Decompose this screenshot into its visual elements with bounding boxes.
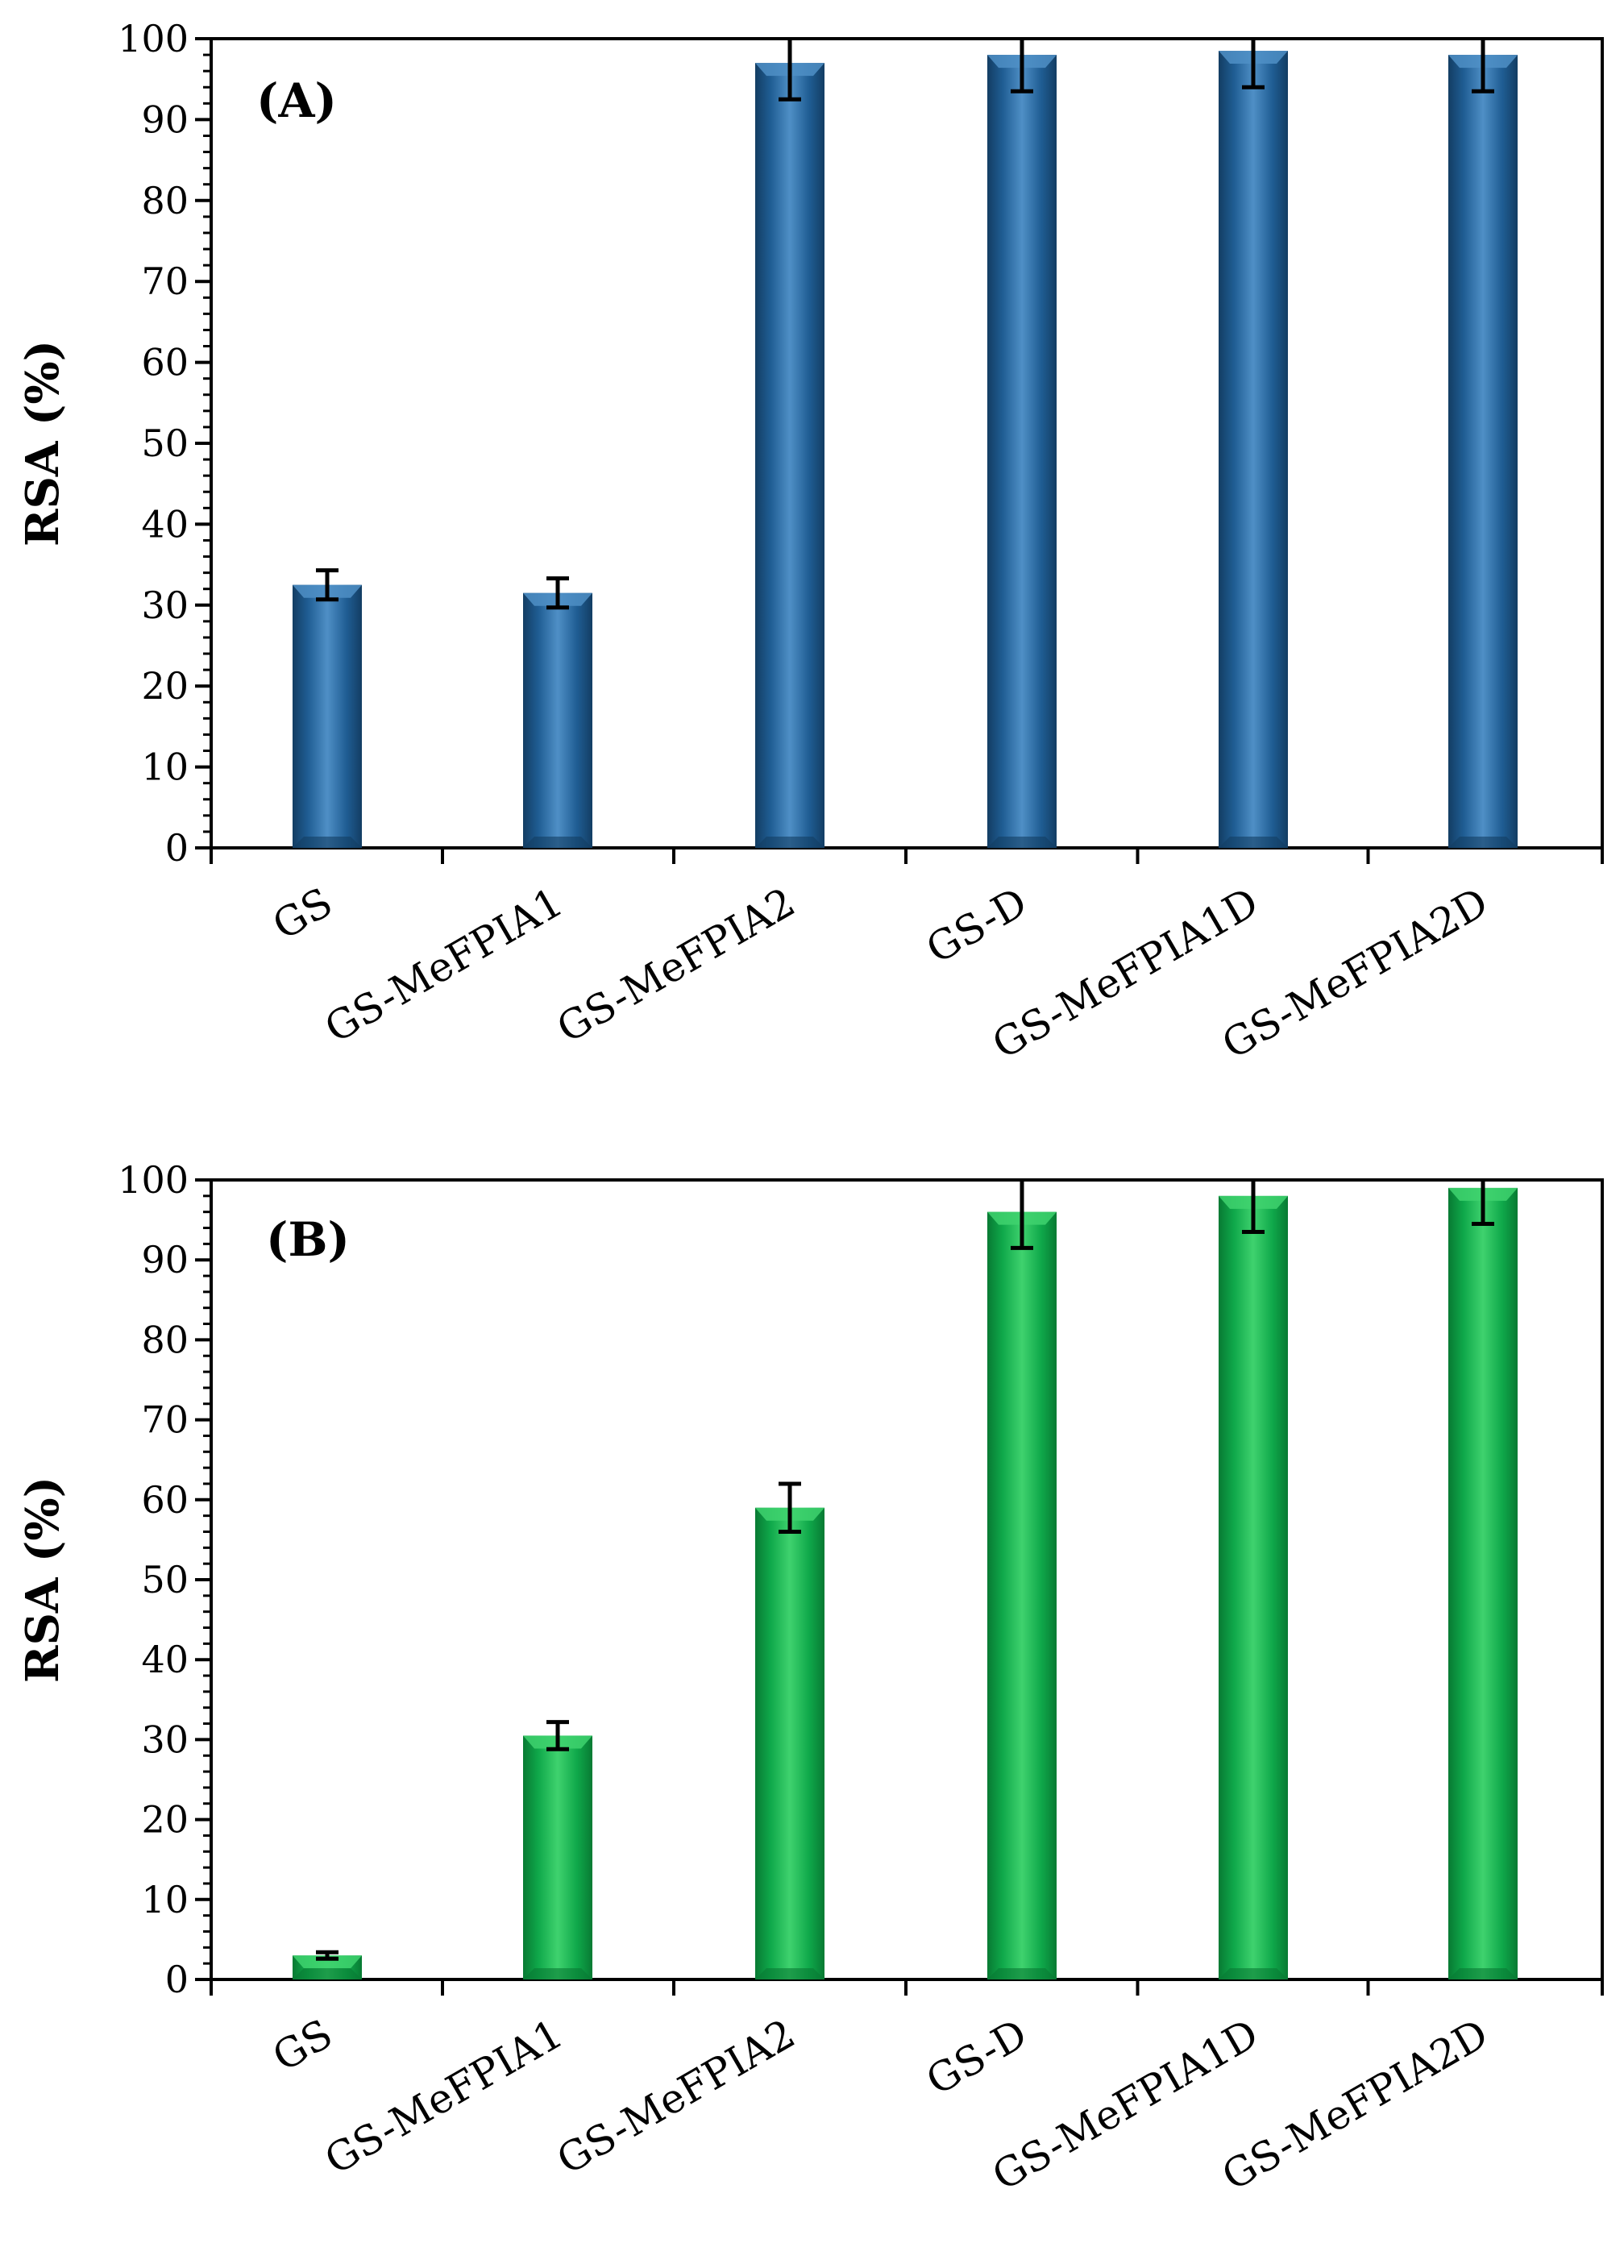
bar bbox=[293, 584, 362, 848]
bar-bottom-bevel bbox=[1219, 1968, 1288, 1979]
bar-bottom-bevel bbox=[755, 837, 824, 848]
x-axis-ticks bbox=[210, 848, 1604, 864]
bar bbox=[1219, 51, 1288, 849]
bar bbox=[1448, 55, 1518, 848]
y-axis-ticks: 0 10 20 30 40 50 60 70 80 90 100 bbox=[118, 17, 211, 870]
y-tick-label: 100 bbox=[118, 17, 189, 60]
y-tick-label: 20 bbox=[141, 664, 189, 708]
plot-frame bbox=[210, 37, 1604, 849]
bar-bottom-bevel bbox=[293, 1968, 362, 1979]
panel-title: (B) bbox=[266, 1212, 350, 1267]
y-tick-label: 20 bbox=[141, 1798, 189, 1842]
bar-bottom-bevel bbox=[1448, 1968, 1518, 1979]
bar-bottom-bevel bbox=[1448, 837, 1518, 848]
y-tick-label: 10 bbox=[141, 746, 189, 789]
bar-bottom-bevel bbox=[987, 1968, 1057, 1979]
bars bbox=[293, 1187, 1518, 1979]
y-tick-label: 70 bbox=[141, 1398, 189, 1442]
y-tick-label: 40 bbox=[141, 502, 189, 546]
y-tick-label: 80 bbox=[141, 1318, 189, 1361]
bar bbox=[755, 1507, 824, 1979]
error-bars bbox=[316, 1182, 1494, 1961]
bar bbox=[987, 1211, 1057, 1979]
category-label: GS-MeFPIA1 bbox=[317, 2010, 571, 2183]
bar-bottom-bevel bbox=[293, 837, 362, 848]
bar bbox=[755, 63, 824, 849]
x-axis-ticks bbox=[210, 1979, 1604, 1996]
y-tick-label: 30 bbox=[141, 584, 189, 627]
y-axis-label: RSA (%) bbox=[16, 1477, 69, 1683]
category-label: GS-MeFPIA1 bbox=[317, 879, 571, 1052]
category-label: GS bbox=[265, 2010, 340, 2080]
category-label: GS-MeFPIA2 bbox=[549, 2010, 803, 2183]
y-tick-label: 40 bbox=[141, 1638, 189, 1681]
plot-frame bbox=[210, 1178, 1604, 1981]
bar-bottom-bevel bbox=[987, 837, 1057, 848]
y-tick-label: 50 bbox=[141, 1558, 189, 1601]
y-tick-label: 0 bbox=[165, 1958, 189, 2001]
y-tick-label: 50 bbox=[141, 422, 189, 465]
bar bbox=[1448, 1187, 1518, 1979]
bar-bottom-bevel bbox=[755, 1968, 824, 1979]
bar bbox=[523, 592, 592, 848]
bar bbox=[1219, 1195, 1288, 1979]
y-tick-label: 90 bbox=[141, 1238, 189, 1281]
y-tick-label: 90 bbox=[141, 98, 189, 141]
y-tick-label: 30 bbox=[141, 1718, 189, 1761]
category-label: GS-D bbox=[919, 2010, 1035, 2104]
bar-bottom-bevel bbox=[523, 1968, 592, 1979]
panel-title: (A) bbox=[256, 73, 337, 128]
y-tick-label: 100 bbox=[118, 1158, 189, 1202]
category-label: GS-MeFPIA2 bbox=[549, 879, 803, 1052]
bars bbox=[293, 51, 1518, 849]
error-bars bbox=[316, 40, 1494, 610]
y-axis-label: RSA (%) bbox=[16, 340, 69, 546]
bar-top-bevel bbox=[293, 1955, 362, 1969]
y-tick-label: 0 bbox=[165, 826, 189, 870]
y-tick-label: 70 bbox=[141, 260, 189, 303]
y-tick-label: 60 bbox=[141, 1478, 189, 1522]
bar bbox=[987, 55, 1057, 848]
category-label: GS bbox=[265, 879, 340, 949]
y-tick-label: 10 bbox=[141, 1878, 189, 1921]
y-tick-label: 60 bbox=[141, 341, 189, 384]
bar-bottom-bevel bbox=[523, 837, 592, 848]
bar-bottom-bevel bbox=[1219, 837, 1288, 848]
y-axis-ticks: 0 10 20 30 40 50 60 70 80 90 100 bbox=[118, 1158, 211, 2001]
category-label: GS-D bbox=[919, 879, 1035, 973]
y-tick-label: 80 bbox=[141, 179, 189, 222]
bar bbox=[523, 1735, 592, 1979]
